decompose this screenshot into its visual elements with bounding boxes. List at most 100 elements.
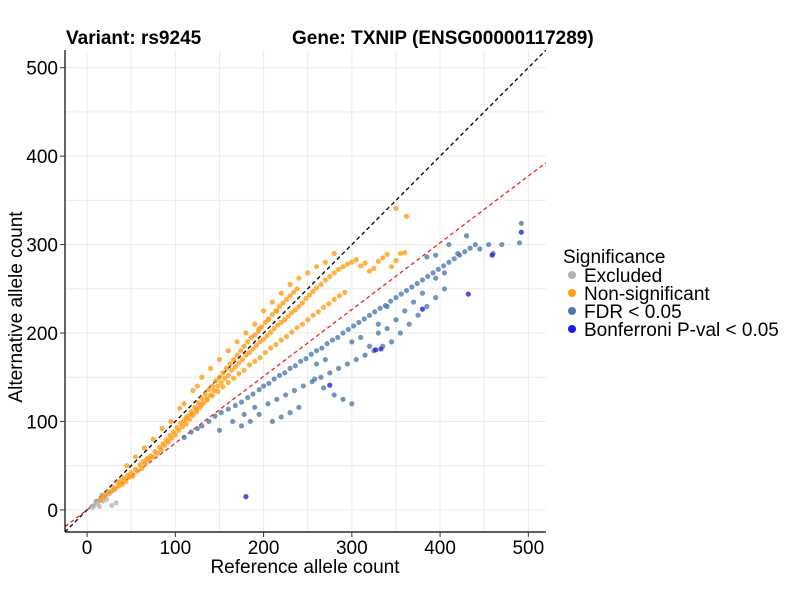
point-non-significant xyxy=(264,333,270,339)
point-non-significant xyxy=(274,308,280,314)
point-fdr-0-05 xyxy=(430,270,436,276)
point-fdr-0-05 xyxy=(331,392,337,398)
point-bonferroni-p-val-0-05 xyxy=(378,346,384,352)
point-non-significant xyxy=(340,264,346,270)
point-non-significant xyxy=(176,427,182,433)
point-fdr-0-05 xyxy=(375,330,381,336)
point-fdr-0-05 xyxy=(276,372,283,379)
point-non-significant xyxy=(403,213,410,219)
point-bonferroni-p-val-0-05 xyxy=(518,229,524,235)
point-fdr-0-05 xyxy=(518,220,524,226)
point-non-significant xyxy=(169,435,175,441)
point-non-significant xyxy=(246,349,253,356)
point-fdr-0-05 xyxy=(349,339,355,345)
point-non-significant xyxy=(215,383,221,389)
point-fdr-0-05 xyxy=(393,317,399,323)
point-non-significant xyxy=(362,260,368,266)
point-non-significant xyxy=(290,289,297,295)
point-fdr-0-05 xyxy=(260,383,267,389)
point-non-significant xyxy=(287,281,293,287)
point-non-significant xyxy=(230,356,237,363)
point-fdr-0-05 xyxy=(415,312,421,318)
point-non-significant xyxy=(380,255,386,261)
point-excluded xyxy=(113,500,119,506)
point-non-significant xyxy=(134,468,140,474)
point-fdr-0-05 xyxy=(451,256,457,262)
point-excluded xyxy=(109,502,115,509)
point-non-significant xyxy=(179,424,185,430)
point-fdr-0-05 xyxy=(397,330,403,336)
point-non-significant xyxy=(371,265,377,272)
point-fdr-0-05 xyxy=(312,376,318,382)
point-fdr-0-05 xyxy=(218,410,224,416)
point-non-significant xyxy=(375,258,381,264)
point-non-significant xyxy=(150,454,156,460)
point-fdr-0-05 xyxy=(194,425,200,432)
point-fdr-0-05 xyxy=(329,337,336,343)
point-non-significant xyxy=(213,378,219,384)
point-fdr-0-05 xyxy=(241,411,247,417)
x-tick-label: 300 xyxy=(336,538,368,559)
point-non-significant xyxy=(250,346,256,352)
point-fdr-0-05 xyxy=(499,241,505,248)
point-fdr-0-05 xyxy=(274,396,280,402)
legend-title: Significance xyxy=(563,247,665,268)
point-non-significant xyxy=(222,375,228,381)
point-fdr-0-05 xyxy=(366,312,373,318)
chart-title-variant: Variant: rs9245 xyxy=(66,28,202,49)
point-non-significant xyxy=(331,296,337,303)
point-excluded xyxy=(96,503,103,509)
point-fdr-0-05 xyxy=(375,321,381,327)
point-fdr-0-05 xyxy=(230,418,236,425)
point-non-significant xyxy=(188,411,194,417)
point-fdr-0-05 xyxy=(212,413,218,419)
point-fdr-0-05 xyxy=(358,334,364,341)
point-non-significant xyxy=(268,345,274,351)
point-non-significant xyxy=(133,454,139,460)
data-points xyxy=(89,205,524,510)
point-non-significant xyxy=(241,367,247,373)
point-non-significant xyxy=(236,360,242,366)
axes xyxy=(64,50,546,533)
point-excluded xyxy=(89,504,95,510)
point-non-significant xyxy=(236,371,242,377)
point-non-significant xyxy=(320,304,327,310)
point-non-significant xyxy=(252,332,258,338)
legend-label: Excluded xyxy=(584,266,662,287)
point-non-significant xyxy=(194,383,200,389)
point-fdr-0-05 xyxy=(467,245,473,251)
point-non-significant xyxy=(141,445,148,451)
point-non-significant xyxy=(159,425,165,432)
point-non-significant xyxy=(287,293,293,299)
identity-reference-line xyxy=(65,50,546,532)
point-fdr-0-05 xyxy=(313,348,320,354)
point-fdr-0-05 xyxy=(406,321,412,327)
point-non-significant xyxy=(273,341,279,348)
point-fdr-0-05 xyxy=(335,334,341,341)
point-non-significant xyxy=(241,343,247,349)
point-non-significant xyxy=(256,325,262,332)
point-non-significant xyxy=(123,478,129,485)
point-fdr-0-05 xyxy=(265,401,271,407)
point-non-significant xyxy=(393,257,399,264)
point-non-significant xyxy=(260,336,267,342)
point-non-significant xyxy=(271,325,277,332)
point-non-significant xyxy=(393,205,399,211)
point-non-significant xyxy=(322,277,328,283)
point-fdr-0-05 xyxy=(291,387,298,394)
point-non-significant xyxy=(232,364,238,370)
point-non-significant xyxy=(257,355,263,361)
point-fdr-0-05 xyxy=(238,423,245,429)
reference-lines xyxy=(65,50,546,532)
x-axis-label: Reference allele count xyxy=(210,557,400,578)
point-fdr-0-05 xyxy=(441,270,448,276)
legend-key xyxy=(568,307,576,315)
point-fdr-0-05 xyxy=(362,352,368,358)
point-fdr-0-05 xyxy=(266,380,272,387)
point-fdr-0-05 xyxy=(419,290,426,296)
point-fdr-0-05 xyxy=(308,351,314,357)
point-non-significant xyxy=(155,450,161,456)
point-non-significant xyxy=(344,261,351,267)
point-fdr-0-05 xyxy=(433,252,439,258)
